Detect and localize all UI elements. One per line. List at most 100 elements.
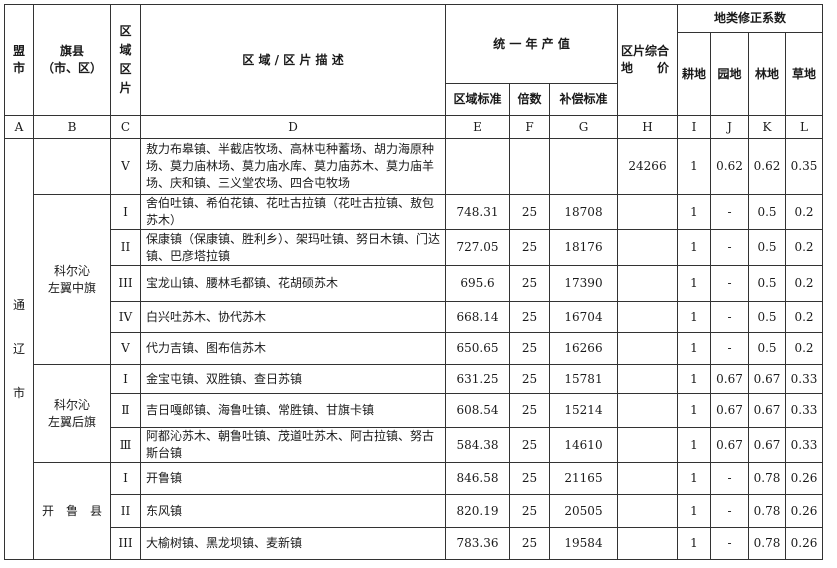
composite-price-cell — [617, 194, 678, 230]
multiple-cell: 25 — [509, 527, 550, 560]
zone-cell: V — [110, 332, 141, 365]
column-letter: H — [617, 115, 678, 139]
header-annual-output: 统 一 年 产 值 — [445, 4, 618, 84]
compensation-standard-cell: 14610 — [549, 427, 618, 463]
compensation-standard-cell: 15781 — [549, 364, 618, 394]
compensation-standard-cell — [549, 138, 618, 195]
cultivated-coef-cell: 1 — [677, 301, 711, 333]
column-letter: B — [33, 115, 111, 139]
forest-coef-cell: 0.5 — [748, 194, 786, 230]
header-land-type-coefficients: 地类修正系数 — [676, 4, 824, 33]
forest-coef-cell: 0.67 — [748, 364, 786, 394]
regional-standard-cell — [445, 138, 510, 195]
garden-coef-cell: - — [710, 229, 749, 266]
grassland-coef-cell: 0.2 — [784, 229, 824, 266]
regional-standard-cell: 846.58 — [445, 462, 510, 495]
description-cell: 保康镇（保康镇、胜利乡）、架玛吐镇、努日木镇、门达镇、巴彦塔拉镇 — [140, 229, 446, 266]
table-row: Ⅱ 吉日嘎郎镇、海鲁吐镇、常胜镇、甘旗卡镇 608.54 25 15214 1 0.67 0.… — [5, 393, 824, 428]
forest-coef-cell: 0.67 — [748, 427, 786, 463]
county-cell: 科尔沁 左翼后旗 — [33, 364, 111, 463]
header-composite-price: 区片综合 地 价 — [617, 4, 678, 116]
regional-standard-cell: 650.65 — [445, 332, 510, 365]
regional-standard-cell: 631.25 — [445, 364, 510, 394]
composite-price-cell — [617, 301, 678, 333]
column-letter: D — [140, 115, 446, 139]
multiple-cell: 25 — [509, 393, 550, 428]
column-letter: E — [445, 115, 510, 139]
garden-coef-cell: 0.67 — [710, 393, 749, 428]
zone-cell: IV — [110, 301, 141, 333]
table-row: III 宝龙山镇、腰林毛都镇、花胡硕苏木 695.6 25 17390 1-0.5 0.2 — [5, 265, 824, 302]
forest-coef-cell: 0.78 — [748, 494, 786, 528]
header-zone: 区 域 区 片 — [110, 4, 141, 116]
header-county: 旗县 （市、区） — [33, 4, 111, 116]
description-cell: 开鲁镇 — [140, 462, 446, 495]
header-grassland: 草地 — [784, 32, 824, 116]
multiple-cell: 25 — [509, 462, 550, 495]
regional-standard-cell: 608.54 — [445, 393, 510, 428]
zone-cell: II — [110, 494, 141, 528]
cultivated-coef-cell: 1 — [677, 138, 711, 195]
table-row: II 东风镇 820.19 25 20505 1-0.78 0.26 — [5, 494, 824, 528]
cultivated-coef-cell: 1 — [677, 427, 711, 463]
grassland-coef-cell: 0.33 — [784, 364, 824, 394]
composite-price-cell — [617, 229, 678, 266]
header-garden: 园地 — [710, 32, 749, 116]
regional-standard-cell: 748.31 — [445, 194, 510, 230]
cultivated-coef-cell: 1 — [677, 364, 711, 394]
column-letter: L — [784, 115, 824, 139]
forest-coef-cell: 0.5 — [748, 265, 786, 302]
cultivated-coef-cell: 1 — [677, 462, 711, 495]
composite-price-cell — [617, 462, 678, 495]
cultivated-coef-cell: 1 — [677, 194, 711, 230]
grassland-coef-cell: 0.2 — [784, 301, 824, 333]
multiple-cell: 25 — [509, 194, 550, 230]
forest-coef-cell: 0.5 — [748, 332, 786, 365]
regional-standard-cell: 820.19 — [445, 494, 510, 528]
forest-coef-cell: 0.62 — [748, 138, 786, 195]
table-row: 开 鲁 县 I 开鲁镇 846.58 25 21165 1-0.78 0.26 — [5, 462, 824, 560]
composite-price-cell — [617, 364, 678, 394]
table-row: 通 辽 市 V 敖力布皋镇、半截店牧场、高林屯种蓄场、胡力海原种场、莫力庙林场、莫力… — [4, 138, 824, 560]
description-cell: 代力吉镇、图布信苏木 — [140, 332, 446, 365]
zone-cell: V — [110, 138, 141, 195]
garden-coef-cell: - — [710, 527, 749, 560]
composite-price-cell — [617, 527, 678, 560]
multiple-cell: 25 — [509, 265, 550, 302]
multiple-cell: 25 — [509, 494, 550, 528]
column-letter: G — [549, 115, 618, 139]
regional-standard-cell: 668.14 — [445, 301, 510, 333]
table-row: V 代力吉镇、图布信苏木 650.65 25 16266 1-0.5 0.2 — [5, 332, 824, 365]
column-letter: C — [110, 115, 141, 139]
composite-price-cell: 24266 — [617, 138, 678, 195]
cultivated-coef-cell: 1 — [677, 494, 711, 528]
header-forest: 林地 — [748, 32, 786, 116]
column-letter: K — [748, 115, 786, 139]
forest-coef-cell: 0.67 — [748, 393, 786, 428]
header-compensation-standard: 补偿标准 — [549, 83, 618, 116]
description-cell: 白兴吐苏木、协代苏木 — [140, 301, 446, 333]
compensation-standard-cell: 18708 — [549, 194, 618, 230]
compensation-standard-cell: 19584 — [549, 527, 618, 560]
regional-standard-cell: 695.6 — [445, 265, 510, 302]
grassland-coef-cell: 0.26 — [784, 527, 824, 560]
garden-coef-cell: - — [710, 494, 749, 528]
zone-cell: III — [110, 265, 141, 302]
cultivated-coef-cell: 1 — [677, 332, 711, 365]
multiple-cell: 25 — [509, 364, 550, 394]
header-description: 区 域 / 区 片 描 述 — [140, 4, 446, 116]
grassland-coef-cell: 0.2 — [784, 332, 824, 365]
header-cultivated: 耕地 — [677, 32, 711, 116]
table-row: II 保康镇（保康镇、胜利乡）、架玛吐镇、努日木镇、门达镇、巴彦塔拉镇 727.05… — [5, 229, 824, 266]
description-cell: 吉日嘎郎镇、海鲁吐镇、常胜镇、甘旗卡镇 — [140, 393, 446, 428]
garden-coef-cell: - — [710, 194, 749, 230]
description-cell: 金宝屯镇、双胜镇、查日苏镇 — [140, 364, 446, 394]
grassland-coef-cell: 0.26 — [784, 494, 824, 528]
forest-coef-cell: 0.5 — [748, 301, 786, 333]
zone-cell: III — [110, 527, 141, 560]
garden-coef-cell: - — [710, 265, 749, 302]
zone-cell: I — [110, 194, 141, 230]
table-row: 科尔沁 左翼中旗 I 舍伯吐镇、希伯花镇、花吐古拉镇（花吐古拉镇、敖包苏木） 748.… — [5, 194, 824, 365]
description-cell: 敖力布皋镇、半截店牧场、高林屯种蓄场、胡力海原种场、莫力庙林场、莫力庙水库、莫力… — [140, 138, 446, 195]
